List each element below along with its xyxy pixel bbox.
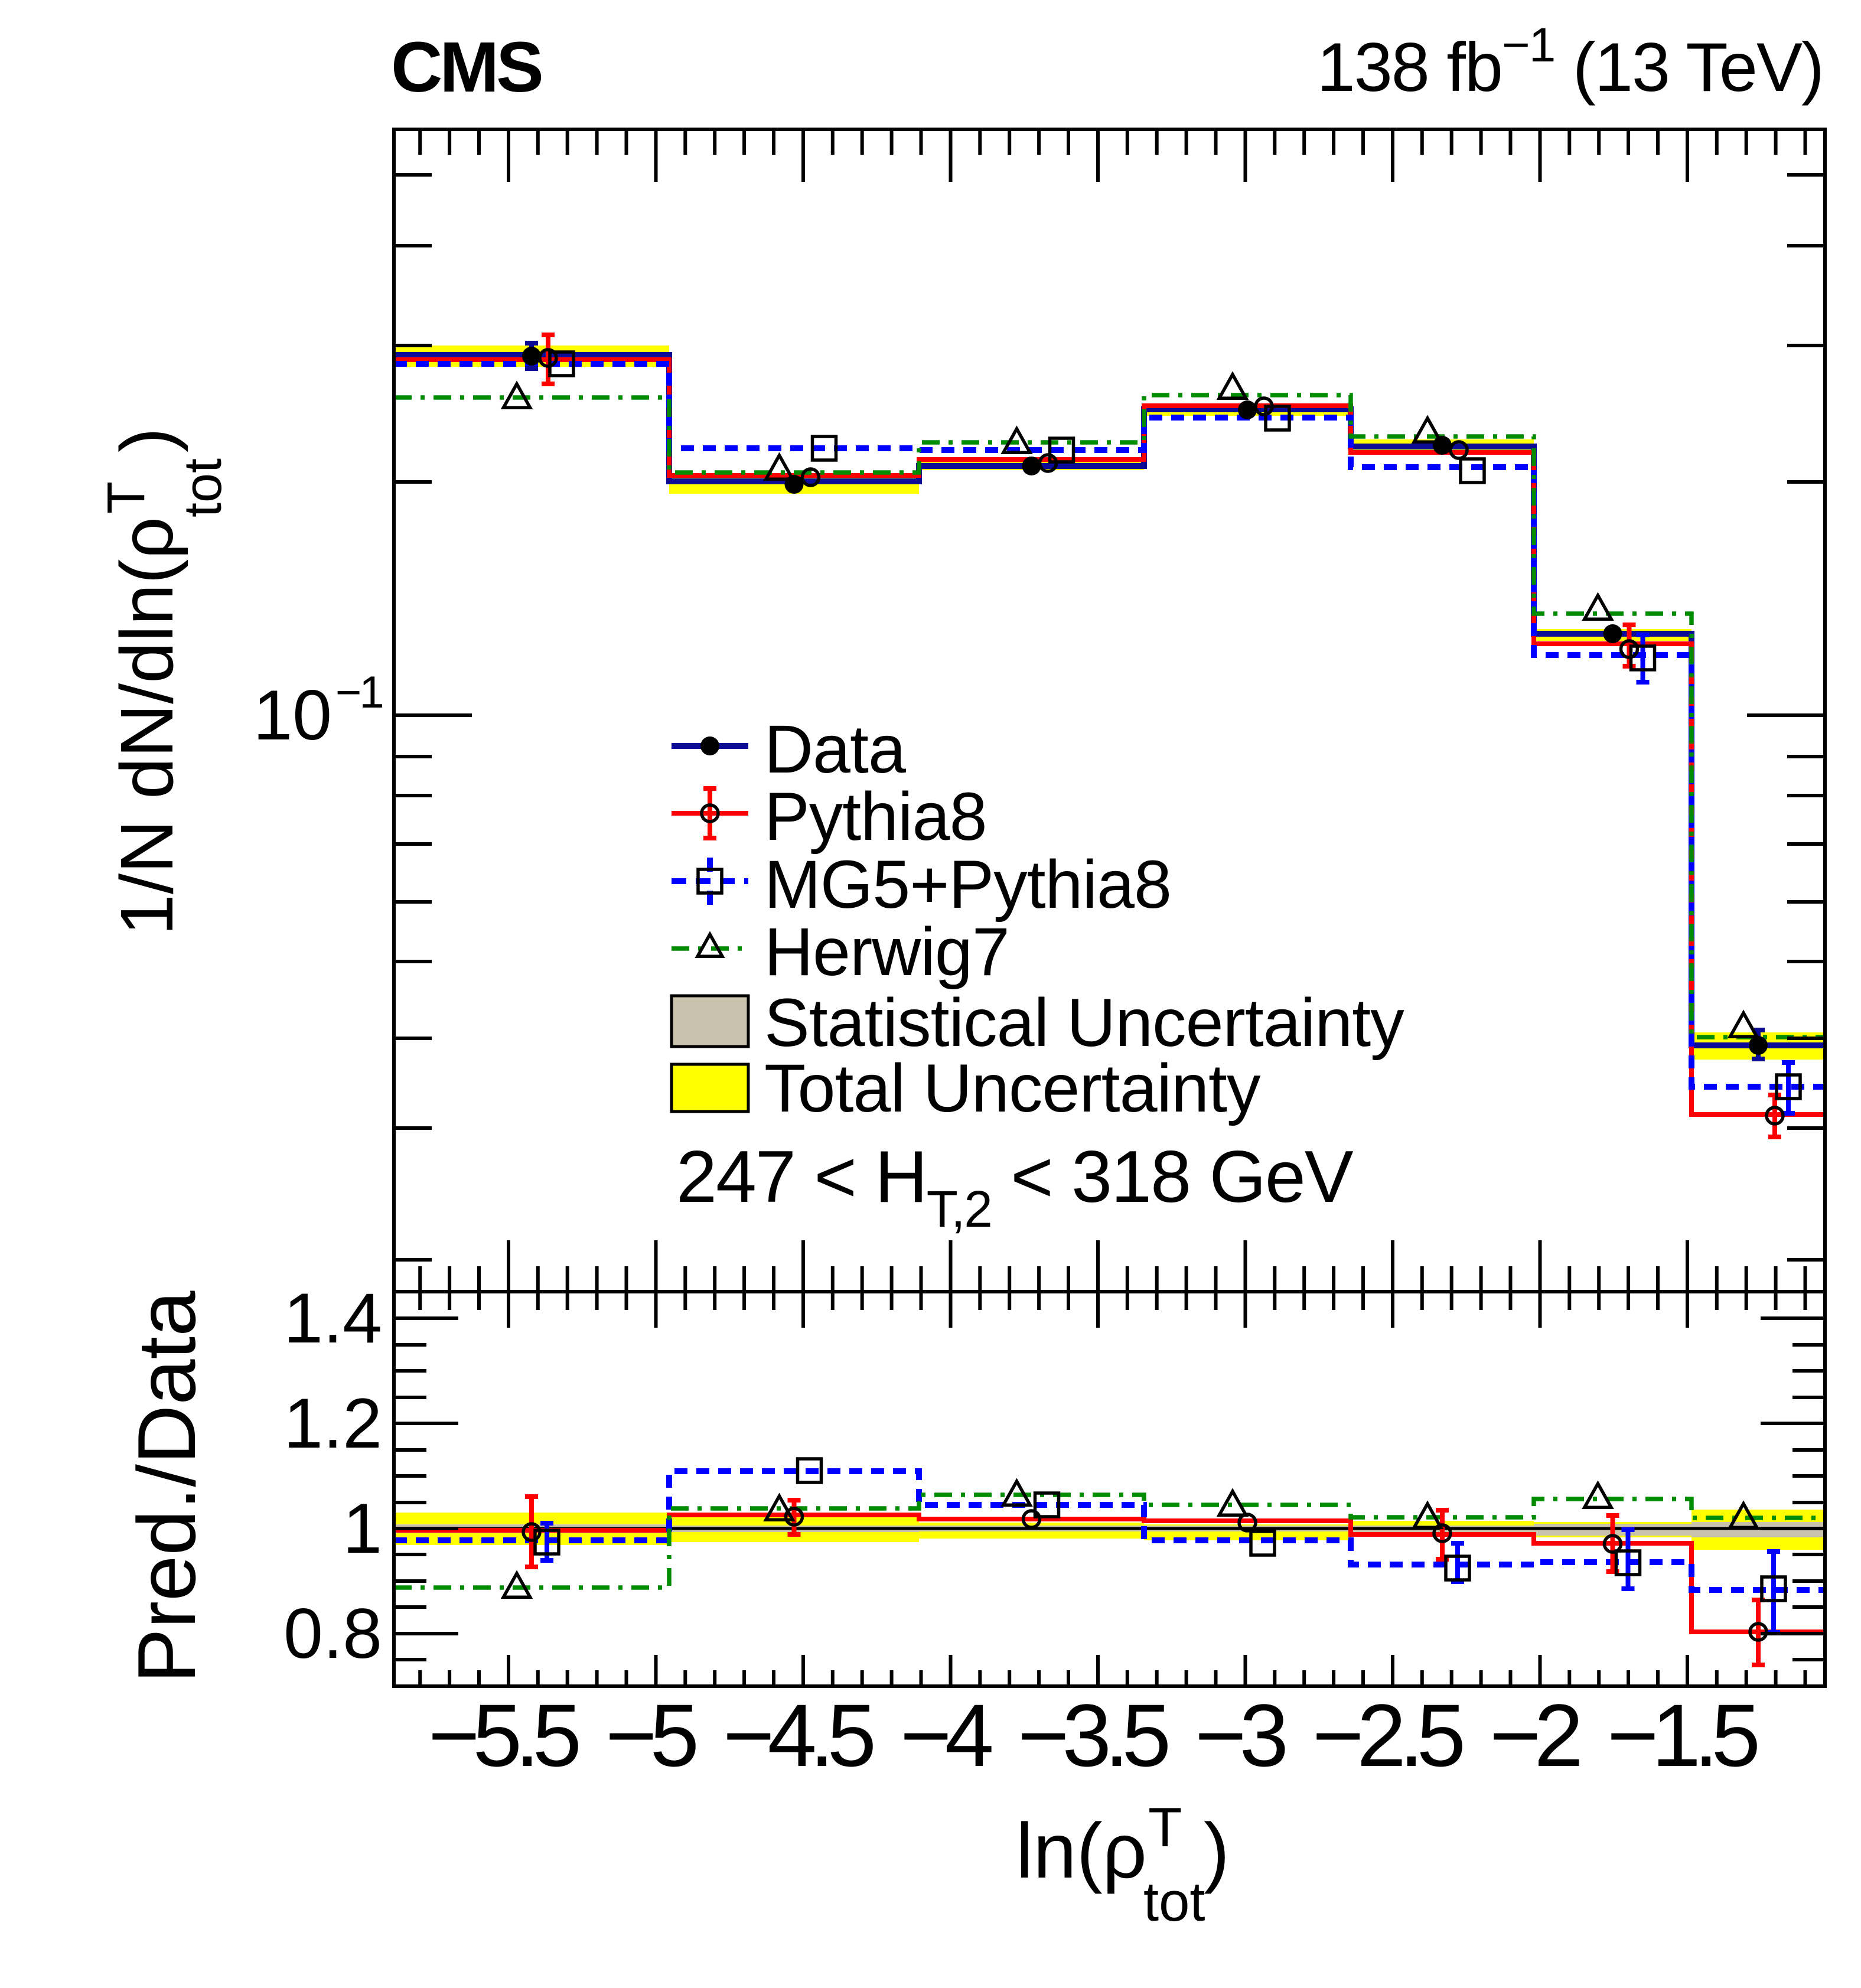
- svg-text:): ): [1204, 1807, 1230, 1894]
- svg-text:−5: −5: [605, 1686, 696, 1785]
- svg-text:−1.5: −1.5: [1607, 1686, 1758, 1785]
- svg-text:T: T: [97, 481, 156, 514]
- svg-text:Pred./Data: Pred./Data: [121, 1290, 213, 1683]
- svg-text:1.2: 1.2: [283, 1384, 382, 1463]
- svg-text:ln(ρ: ln(ρ: [1016, 1807, 1147, 1894]
- svg-text:0.8: 0.8: [283, 1594, 382, 1673]
- svg-text:Herwig7: Herwig7: [764, 914, 1009, 990]
- svg-text:−2.5: −2.5: [1312, 1686, 1463, 1785]
- svg-text:−3.5: −3.5: [1018, 1686, 1168, 1785]
- svg-text:−3: −3: [1195, 1686, 1285, 1785]
- svg-text:Statistical Uncertainty: Statistical Uncertainty: [764, 985, 1404, 1061]
- svg-text:MG5+Pythia8: MG5+Pythia8: [764, 847, 1171, 923]
- svg-text:−5.5: −5.5: [428, 1686, 579, 1785]
- svg-text:−4: −4: [900, 1686, 992, 1785]
- svg-text:−2: −2: [1490, 1686, 1579, 1785]
- svg-text:CMS: CMS: [391, 27, 541, 107]
- svg-text:138 fb−1 (13 TeV): 138 fb−1 (13 TeV): [1317, 18, 1823, 106]
- svg-text:−1: −1: [335, 667, 382, 718]
- svg-text:tot: tot: [174, 458, 233, 517]
- svg-text:): ): [105, 428, 188, 452]
- svg-text:Data: Data: [764, 712, 906, 787]
- svg-text:10: 10: [253, 676, 332, 755]
- svg-text:T: T: [1148, 1796, 1182, 1858]
- svg-text:1: 1: [343, 1489, 382, 1568]
- svg-text:1.4: 1.4: [283, 1279, 382, 1358]
- svg-text:1/N dN/dln(ρ: 1/N dN/dln(ρ: [105, 517, 188, 936]
- svg-text:Pythia8: Pythia8: [764, 779, 987, 855]
- svg-text:tot: tot: [1143, 1870, 1205, 1932]
- svg-text:−4.5: −4.5: [723, 1686, 874, 1785]
- svg-text:Total Uncertainty: Total Uncertainty: [764, 1051, 1261, 1126]
